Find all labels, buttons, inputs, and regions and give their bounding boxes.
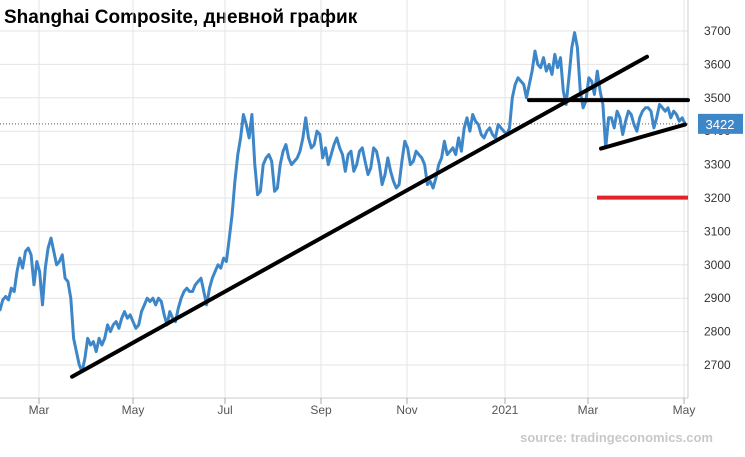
x-tick-label: 2021 xyxy=(492,403,519,417)
x-tick-label: May xyxy=(122,403,145,417)
support-line xyxy=(599,122,687,151)
y-tick-label: 2900 xyxy=(704,291,731,305)
y-tick-label: 3700 xyxy=(704,24,731,38)
x-tick-label: Sep xyxy=(310,403,332,417)
rising-trendline xyxy=(70,54,649,379)
series-line xyxy=(0,31,687,374)
y-tick-label: 3600 xyxy=(704,57,731,71)
y-tick-label: 2700 xyxy=(704,358,731,372)
x-tick-label: Mar xyxy=(29,403,50,417)
y-axis-ticks: 2700280029003000310032003300340035003600… xyxy=(704,24,731,372)
source-label: source: tradingeconomics.com xyxy=(520,430,713,445)
x-tick-label: Jul xyxy=(217,403,232,417)
last-value-label: 3422 xyxy=(706,117,735,132)
grid-lines xyxy=(0,0,688,398)
last-value-box xyxy=(698,113,743,134)
y-tick-label: 3300 xyxy=(704,158,731,172)
last-value-badge: 3422 xyxy=(698,113,743,134)
y-tick-label: 3500 xyxy=(704,91,731,105)
y-tick-label: 3200 xyxy=(704,191,731,205)
x-tick-label: Nov xyxy=(396,403,417,417)
x-tick-label: May xyxy=(673,403,696,417)
x-axis-ticks: Mar May Jul Sep Nov 2021 Mar May xyxy=(29,398,696,417)
chart-title: Shanghai Composite, дневной график xyxy=(4,7,358,28)
y-tick-label: 3100 xyxy=(704,224,731,238)
y-tick-label: 2800 xyxy=(704,325,731,339)
x-tick-label: Mar xyxy=(578,403,599,417)
y-tick-label: 3000 xyxy=(704,258,731,272)
